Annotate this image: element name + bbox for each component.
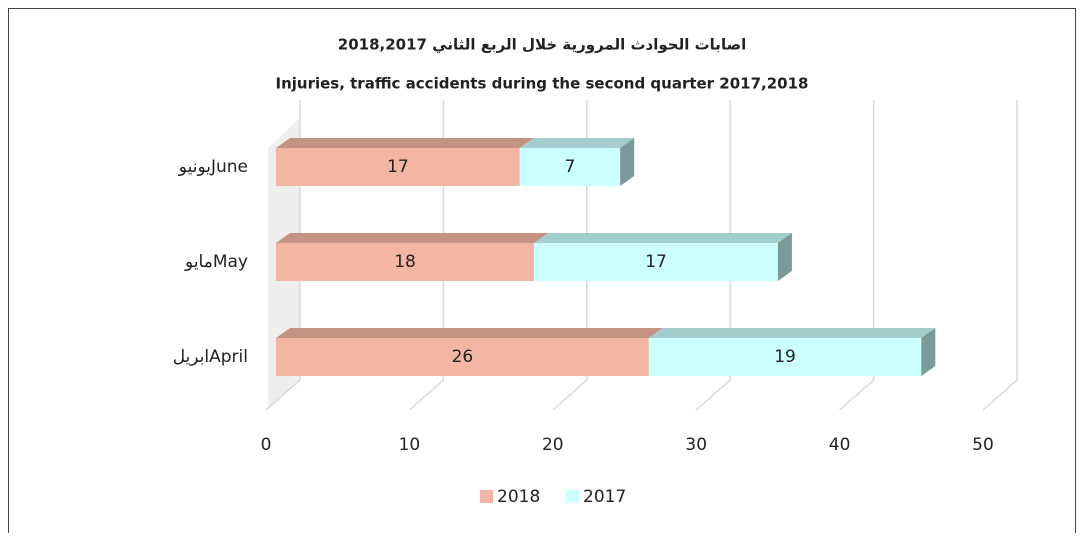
data-label: 26 — [452, 347, 474, 367]
grid-line — [695, 100, 731, 411]
bar-end — [620, 138, 635, 186]
legend-swatch — [566, 490, 579, 503]
bar-top — [534, 233, 792, 243]
bar — [276, 148, 520, 186]
y-tick-label: مايوMay — [184, 252, 248, 272]
y-tick-label: ابريلApril — [173, 347, 248, 367]
x-tick-label: 20 — [542, 435, 564, 455]
x-tick-label: 50 — [972, 435, 994, 455]
bar-top — [648, 328, 936, 338]
bar-top — [519, 138, 635, 148]
bar — [276, 338, 649, 376]
grid-line — [982, 100, 1018, 411]
grid-line — [265, 100, 301, 411]
bar-end — [921, 328, 936, 376]
chart-title: اصابات الحوادث المرورية خلال الربع الثان… — [338, 36, 746, 54]
bar-top — [276, 138, 534, 148]
data-label: 18 — [394, 252, 416, 272]
bar — [519, 148, 621, 186]
x-tick-label: 40 — [829, 435, 851, 455]
bar-top — [276, 233, 549, 243]
x-tick-label: 0 — [261, 435, 272, 455]
bar — [276, 243, 535, 281]
chart-subtitle: Injuries, traffic accidents during the s… — [276, 75, 809, 93]
data-label: 17 — [645, 252, 667, 272]
data-label: 7 — [565, 157, 576, 177]
bar — [534, 243, 778, 281]
bar-top — [276, 328, 663, 338]
grid-line — [552, 100, 588, 411]
data-label: 19 — [774, 347, 796, 367]
x-tick-label: 10 — [399, 435, 421, 455]
y-tick-label: يونيوJune — [178, 157, 248, 177]
bar — [648, 338, 922, 376]
legend-label: 2018 — [497, 487, 540, 507]
legend-label: 2017 — [583, 487, 626, 507]
bar-end — [777, 233, 792, 281]
grid-line — [408, 100, 445, 411]
data-label: 17 — [387, 157, 409, 177]
x-tick-label: 30 — [685, 435, 707, 455]
grid-line — [839, 100, 875, 411]
legend-swatch — [480, 490, 493, 503]
